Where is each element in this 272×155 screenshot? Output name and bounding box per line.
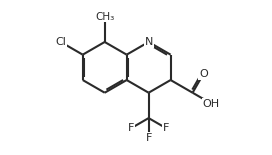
- Text: F: F: [128, 123, 134, 133]
- Text: Cl: Cl: [55, 37, 66, 47]
- Text: O: O: [199, 69, 208, 79]
- Text: F: F: [163, 123, 169, 133]
- Text: F: F: [146, 133, 152, 143]
- Text: OH: OH: [203, 99, 220, 108]
- Text: N: N: [144, 37, 153, 47]
- Text: CH₃: CH₃: [95, 12, 114, 22]
